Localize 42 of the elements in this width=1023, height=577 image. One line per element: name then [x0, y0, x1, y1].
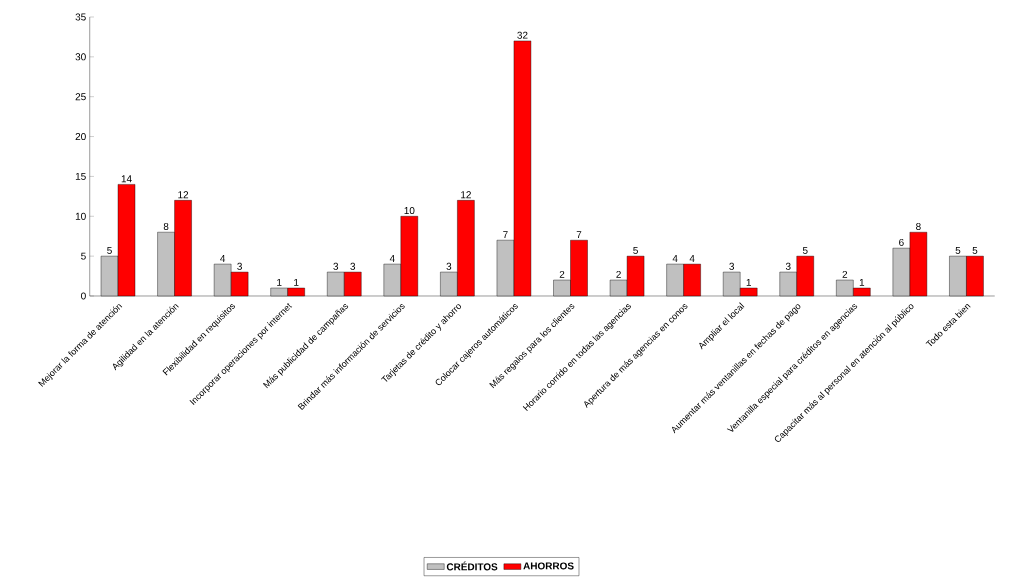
data-label: 5: [955, 246, 961, 254]
y-tick-label: 25: [75, 93, 86, 101]
y-tick-label: 35: [75, 13, 86, 21]
data-label: 5: [972, 246, 978, 254]
data-label: 3: [729, 262, 735, 270]
data-label: 1: [277, 278, 282, 286]
data-label: 5: [107, 246, 112, 254]
data-label: 7: [576, 231, 582, 238]
data-label: 5: [633, 246, 638, 254]
data-label: 7: [503, 231, 508, 238]
data-label: 10: [404, 207, 415, 215]
data-label: 5: [802, 246, 808, 254]
data-label: 2: [559, 270, 565, 278]
data-label: 1: [746, 278, 751, 286]
y-tick-label: 20: [75, 133, 86, 141]
y-tick-label: 30: [75, 53, 86, 61]
data-label: 32: [517, 31, 528, 39]
data-label: 1: [859, 278, 865, 286]
data-label: 3: [350, 262, 356, 270]
y-tick-label: 15: [75, 172, 86, 180]
data-label: 6: [899, 238, 904, 246]
data-label: 4: [689, 255, 695, 262]
y-tick-label: 5: [81, 252, 86, 260]
data-label: 4: [672, 255, 678, 262]
y-tick-label: 10: [75, 212, 86, 220]
data-label: 8: [916, 222, 921, 231]
data-label: 12: [178, 191, 189, 199]
data-label: 1: [294, 278, 299, 286]
data-label: 3: [237, 262, 242, 270]
data-label: 3: [785, 262, 791, 270]
legend-label: AHORROS: [523, 562, 574, 570]
data-label: 3: [446, 262, 452, 270]
data-label: 4: [220, 255, 226, 262]
y-tick-label: 0: [81, 292, 86, 300]
data-label: 8: [163, 222, 169, 231]
data-label: 3: [333, 262, 339, 270]
data-label: 2: [616, 270, 621, 278]
data-label: 4: [389, 255, 395, 262]
legend-label: CRÉDITOS: [446, 561, 498, 571]
data-label: 14: [121, 175, 132, 183]
data-label: 2: [842, 270, 848, 278]
data-label: 12: [461, 191, 471, 199]
